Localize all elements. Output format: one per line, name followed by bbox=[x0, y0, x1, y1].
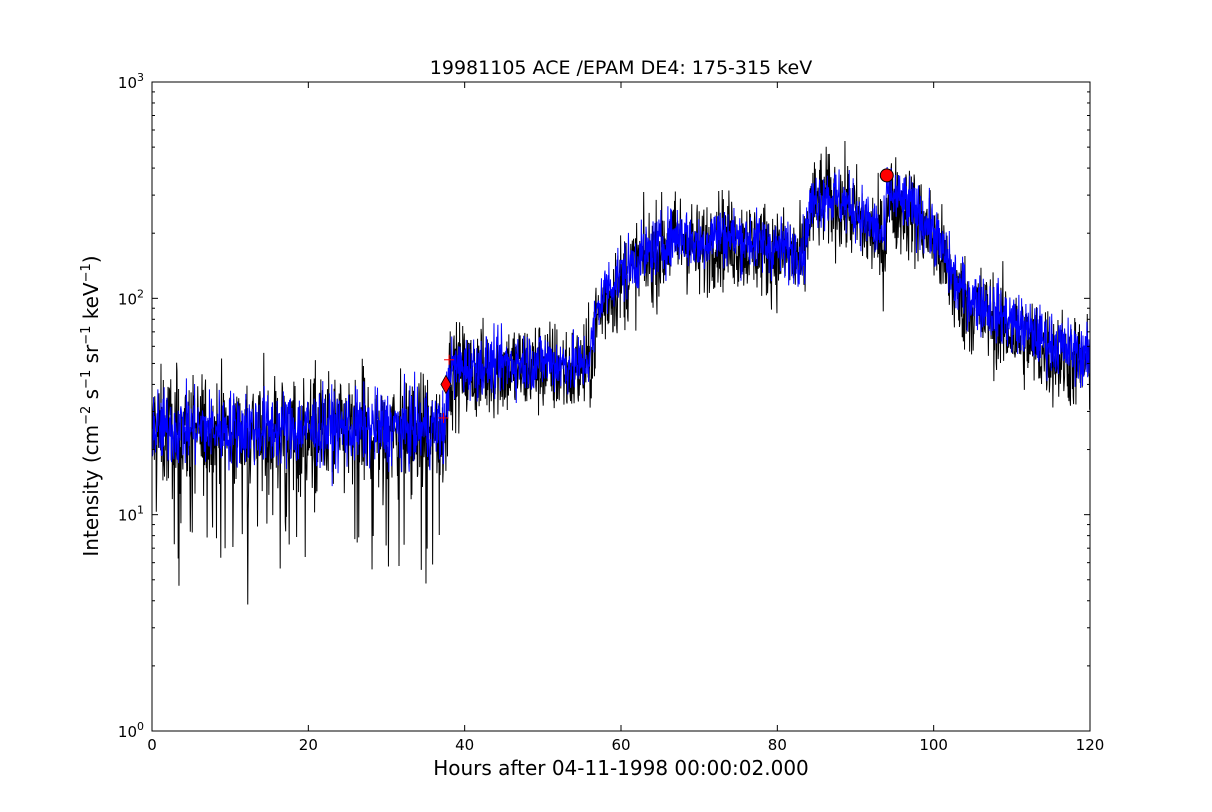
y-tick-label: 101 bbox=[118, 504, 144, 525]
upper-plus-marker bbox=[444, 354, 455, 365]
y-axis: 100 101 102 103 bbox=[118, 71, 1090, 741]
y-tick-label: 103 bbox=[118, 71, 144, 92]
y-tick-label: 102 bbox=[118, 287, 144, 308]
series-layer bbox=[152, 141, 1090, 605]
y-label-suffix: ) bbox=[79, 255, 103, 263]
x-tick-label: 60 bbox=[611, 736, 630, 754]
x-tick-label: 0 bbox=[147, 736, 157, 754]
series-line-raw bbox=[152, 141, 1090, 605]
peak-circle-marker bbox=[879, 168, 894, 183]
lower-plus-marker bbox=[438, 412, 449, 423]
x-axis-label: Hours after 04-11-1998 00:00:02.000 bbox=[433, 756, 809, 780]
y-label-unit: sr bbox=[79, 344, 103, 370]
x-tick-label: 100 bbox=[919, 736, 948, 754]
y-label-prefix: Intensity (cm bbox=[79, 425, 103, 557]
x-axis: 0 20 40 60 80 100 120 bbox=[147, 82, 1104, 754]
x-tick-label: 40 bbox=[455, 736, 474, 754]
x-tick-label: 20 bbox=[299, 736, 318, 754]
x-tick-label: 80 bbox=[768, 736, 787, 754]
series-line-smoothed bbox=[152, 166, 1090, 487]
x-tick-label: 120 bbox=[1076, 736, 1105, 754]
y-label-unit: s bbox=[79, 389, 103, 406]
y-tick-label: 100 bbox=[118, 720, 144, 741]
y-label-sup: −1 bbox=[79, 370, 94, 389]
y-label-sup: −1 bbox=[79, 326, 94, 345]
y-axis-label: Intensity (cm−2 s−1 sr−1 keV−1) bbox=[79, 255, 103, 556]
chart-title: 19981105 ACE /EPAM DE4: 175-315 keV bbox=[430, 57, 812, 79]
onset-diamond-marker bbox=[440, 374, 452, 395]
marker-layer bbox=[438, 168, 894, 423]
y-label-unit: keV bbox=[79, 282, 103, 326]
y-label-sup: −2 bbox=[79, 406, 94, 425]
y-label-sup: −1 bbox=[79, 263, 94, 282]
